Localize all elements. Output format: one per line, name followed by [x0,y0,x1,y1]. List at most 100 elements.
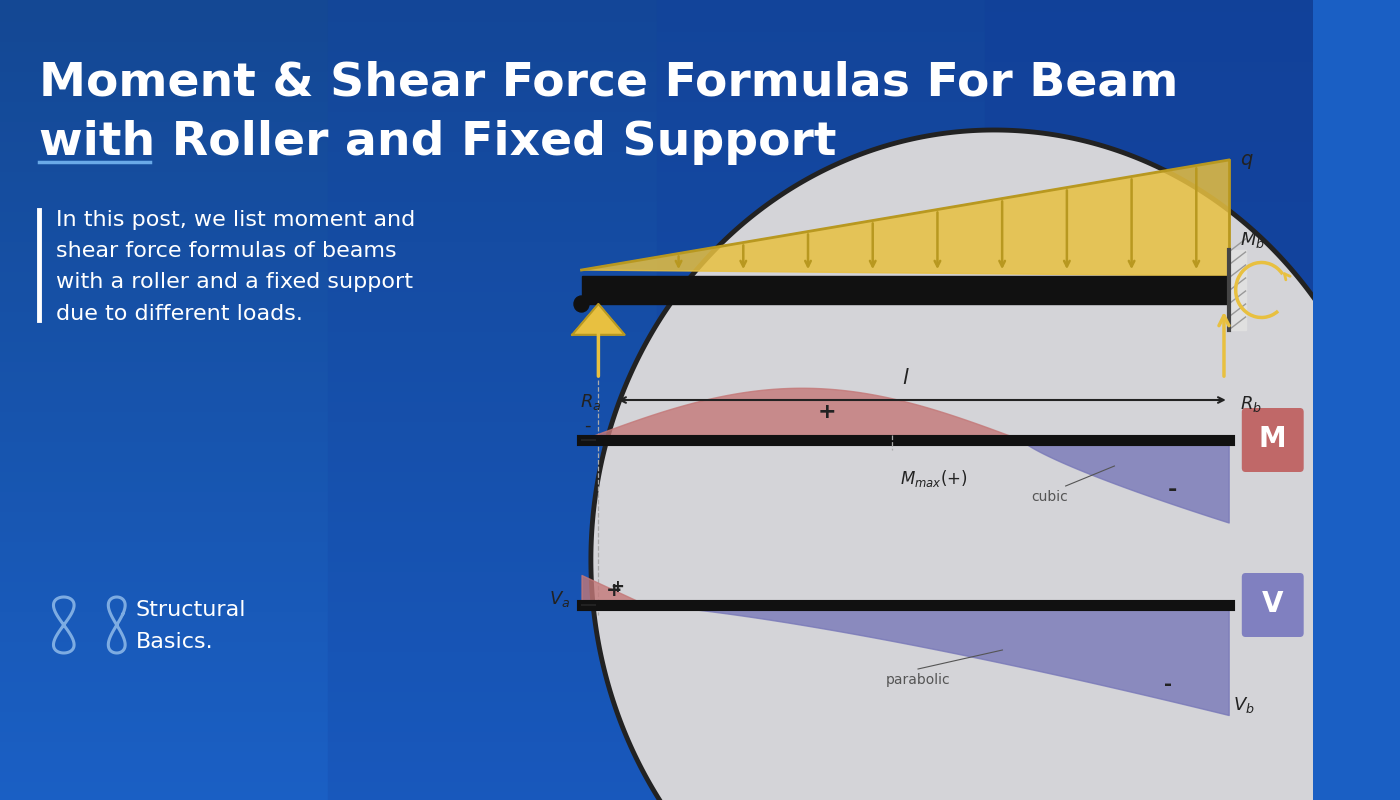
Bar [657,470,984,480]
Bar [657,0,984,10]
Bar [984,180,1313,190]
Bar [657,270,984,280]
Bar [328,510,657,520]
Bar [328,500,657,510]
Bar [657,300,984,310]
Bar [328,540,657,550]
Bar [657,540,984,550]
Bar [0,420,328,430]
Bar [328,180,657,190]
Bar [984,610,1313,620]
Bar [0,670,328,680]
Bar [0,220,328,230]
Bar [984,300,1313,310]
Bar [0,520,328,530]
Bar [0,170,328,180]
Bar [657,650,984,660]
Bar [984,560,1313,570]
Bar [657,590,984,600]
Bar [657,70,984,80]
Bar [657,350,984,360]
Bar [657,170,984,180]
Bar [984,100,1313,110]
Bar [0,500,328,510]
Bar [0,370,328,380]
Bar [328,580,657,590]
Bar [328,100,657,110]
Bar [328,140,657,150]
Bar [984,700,1313,710]
Bar [0,730,328,740]
Bar [984,390,1313,400]
Bar [0,430,328,440]
Bar [984,90,1313,100]
Bar [984,400,1313,410]
Bar [657,750,984,760]
Bar [0,320,328,330]
Bar [0,350,328,360]
Bar [657,280,984,290]
Bar [0,310,328,320]
Bar [328,530,657,540]
Bar [0,80,328,90]
Bar [984,750,1313,760]
Text: $V_a$: $V_a$ [549,589,570,609]
Bar [984,770,1313,780]
Bar [657,380,984,390]
Bar [657,430,984,440]
Bar [984,780,1313,790]
Bar [0,150,328,160]
Bar [328,480,657,490]
Polygon shape [581,160,1229,276]
Bar [984,650,1313,660]
Bar [0,560,328,570]
Bar [0,700,328,710]
Bar [328,750,657,760]
Bar [0,780,328,790]
Bar [657,630,984,640]
Bar [984,410,1313,420]
Text: Structural: Structural [136,600,246,620]
Bar [984,120,1313,130]
Bar [0,740,328,750]
Bar [328,280,657,290]
Bar [0,20,328,30]
Bar [328,620,657,630]
Bar [328,200,657,210]
Bar [984,600,1313,610]
Bar [657,130,984,140]
Bar [0,460,328,470]
Bar [328,490,657,500]
Bar [328,310,657,320]
Bar [0,120,328,130]
Bar [657,480,984,490]
Bar [984,790,1313,800]
Text: -: - [1168,480,1177,500]
Bar [984,30,1313,40]
Bar [328,50,657,60]
Text: Basics.: Basics. [136,632,214,652]
Bar [657,340,984,350]
Bar [657,90,984,100]
Bar [657,560,984,570]
Bar [0,290,328,300]
Text: $M_b$: $M_b$ [1240,230,1264,250]
Bar [0,600,328,610]
Bar [0,280,328,290]
Bar [657,140,984,150]
Bar [984,590,1313,600]
Bar [0,400,328,410]
Bar [984,420,1313,430]
Bar [984,440,1313,450]
Bar [0,610,328,620]
Bar [328,790,657,800]
Bar [328,240,657,250]
Bar [984,310,1313,320]
Bar [657,460,984,470]
Bar [581,276,1229,304]
Bar [984,510,1313,520]
Bar [328,150,657,160]
Bar [984,290,1313,300]
Bar [657,400,984,410]
Bar [984,320,1313,330]
